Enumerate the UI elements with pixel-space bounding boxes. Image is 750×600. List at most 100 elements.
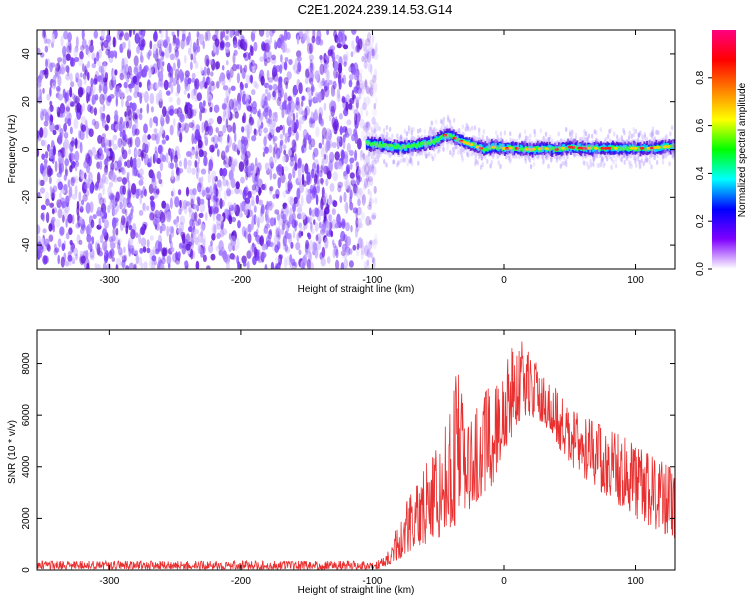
noise-speck	[367, 47, 372, 54]
noise-speck	[283, 30, 288, 42]
noise-speck	[216, 81, 220, 89]
noise-speck	[222, 85, 229, 91]
signal-halo-speck	[649, 140, 652, 146]
noise-speck	[158, 71, 164, 82]
noise-speck	[184, 54, 187, 64]
noise-speck	[351, 178, 356, 185]
noise-speck	[334, 151, 340, 161]
noise-speck	[209, 59, 214, 66]
noise-speck	[194, 203, 199, 211]
noise-speck	[125, 121, 129, 129]
signal-halo-speck	[609, 127, 613, 133]
noise-speck	[65, 53, 71, 61]
noise-speck	[213, 195, 218, 208]
noise-speck	[361, 176, 365, 184]
signal-halo-speck	[366, 141, 369, 147]
signal-band-cell	[573, 145, 576, 152]
noise-speck	[153, 128, 158, 134]
signal-halo-speck	[550, 157, 553, 163]
noise-speck	[358, 72, 363, 83]
signal-halo-speck	[383, 128, 386, 134]
noise-speck	[44, 151, 49, 159]
noise-speck	[160, 30, 164, 39]
noise-speck	[274, 244, 279, 253]
noise-speck	[97, 134, 103, 144]
noise-speck	[198, 177, 202, 183]
noise-speck	[357, 198, 361, 207]
noise-speck	[81, 38, 87, 50]
signal-halo-speck	[642, 161, 645, 167]
signal-halo-speck	[511, 149, 515, 154]
noise-speck	[190, 239, 194, 250]
noise-speck	[152, 187, 157, 194]
noise-speck	[142, 246, 147, 253]
signal-halo-speck	[405, 131, 409, 137]
noise-speck	[331, 116, 336, 129]
noise-speck	[49, 114, 54, 123]
noise-speck	[253, 175, 259, 187]
noise-speck	[103, 39, 109, 49]
noise-speck	[207, 173, 211, 184]
noise-speck	[213, 206, 219, 215]
signal-halo-speck	[620, 157, 623, 163]
noise-speck	[280, 54, 283, 63]
noise-speck	[205, 186, 210, 194]
noise-speck	[124, 198, 127, 209]
noise-speck	[321, 246, 326, 258]
noise-speck	[226, 181, 230, 192]
noise-speck	[126, 171, 130, 178]
noise-speck	[230, 235, 237, 248]
noise-speck	[37, 78, 42, 87]
noise-speck	[139, 168, 144, 177]
signal-halo-speck	[438, 147, 441, 153]
signal-halo-speck	[552, 149, 555, 155]
signal-halo-speck	[568, 129, 572, 135]
noise-speck	[320, 165, 324, 173]
noise-speck	[354, 133, 359, 141]
noise-speck	[305, 216, 310, 224]
noise-speck	[175, 216, 179, 229]
noise-speck	[226, 261, 230, 269]
noise-speck	[365, 215, 371, 227]
noise-speck	[365, 154, 370, 166]
noise-speck	[130, 208, 133, 216]
noise-speck	[71, 256, 76, 263]
noise-speck	[210, 71, 214, 77]
noise-speck	[360, 150, 364, 158]
signal-halo-speck	[501, 150, 505, 156]
noise-speck	[189, 218, 194, 228]
noise-speck	[364, 53, 369, 63]
signal-halo-speck	[554, 141, 557, 147]
noise-speck	[145, 153, 149, 161]
noise-speck	[341, 97, 348, 104]
noise-speck	[335, 259, 340, 269]
signal-halo-speck	[488, 138, 491, 144]
noise-speck	[214, 143, 218, 149]
noise-speck	[367, 204, 372, 211]
noise-speck	[290, 265, 297, 269]
noise-speck	[261, 251, 267, 259]
signal-halo-speck	[405, 136, 408, 142]
noise-speck	[340, 149, 345, 161]
noise-speck	[306, 193, 312, 204]
signal-band-cell	[563, 144, 566, 150]
noise-speck	[288, 112, 292, 121]
signal-halo-speck	[449, 124, 452, 129]
signal-halo-speck	[548, 146, 551, 151]
noise-speck	[369, 219, 372, 226]
noise-speck	[323, 63, 329, 69]
noise-speck	[370, 85, 375, 93]
noise-speck	[282, 144, 287, 150]
noise-speck	[369, 190, 373, 203]
signal-halo-speck	[524, 158, 527, 164]
signal-halo-speck	[443, 126, 447, 132]
noise-speck	[37, 134, 40, 143]
noise-speck	[306, 232, 311, 238]
noise-speck	[275, 42, 278, 49]
noise-speck	[133, 167, 138, 177]
noise-speck	[257, 256, 263, 263]
noise-speck	[102, 183, 105, 196]
noise-speck	[349, 149, 354, 157]
noise-speck	[272, 193, 276, 200]
noise-speck	[45, 58, 48, 68]
